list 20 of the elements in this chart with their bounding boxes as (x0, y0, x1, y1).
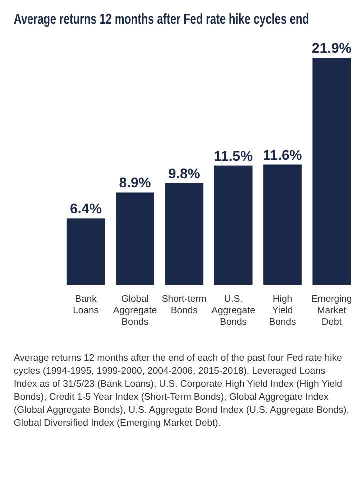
x-tick-label: Short-term Bonds (162, 294, 207, 316)
bar (264, 164, 302, 285)
bar (214, 166, 253, 285)
bar (116, 192, 154, 285)
data-label: 8.9% (119, 174, 152, 191)
data-label: 21.9% (312, 40, 352, 56)
text: Average returns 12 months after the end of each of the past four Fed rate hike cycles (1994-1995, 1999-2000, 2004-2006, 2015-2018). Leveraged Loans Index as of 31/5/23 (Bank Loans), U.S. Corporate High Yield Index (High Yield Bonds), Credit 1-5 Year Index (Short-Term Bonds), Global Aggregate Index (Global Aggregate Bonds), U.S. Aggregate Bond Index (U.S. Aggregate Bonds), Global Diversified Index (Emerging Market Debt). (14, 352, 350, 430)
x-tick-label: Bank Loans (73, 294, 100, 316)
bar (66, 218, 106, 285)
x-tick-label: High Yield Bonds (269, 294, 296, 328)
data-label: 6.4% (70, 200, 103, 217)
x-tick-label: Global Aggregate Bonds (113, 294, 158, 328)
bar (312, 58, 352, 285)
chart-title: Average returns 12 months after Fed rate hike cycles end (14, 10, 310, 28)
data-label: 11.6% (263, 146, 303, 163)
x-tick-label: U.S. Aggregate Bonds (212, 294, 256, 328)
data-label: 9.8% (168, 165, 201, 182)
bar (165, 183, 204, 285)
x-tick-label: Emerging Market Debt (312, 294, 352, 328)
data-label: 11.5% (214, 148, 254, 164)
